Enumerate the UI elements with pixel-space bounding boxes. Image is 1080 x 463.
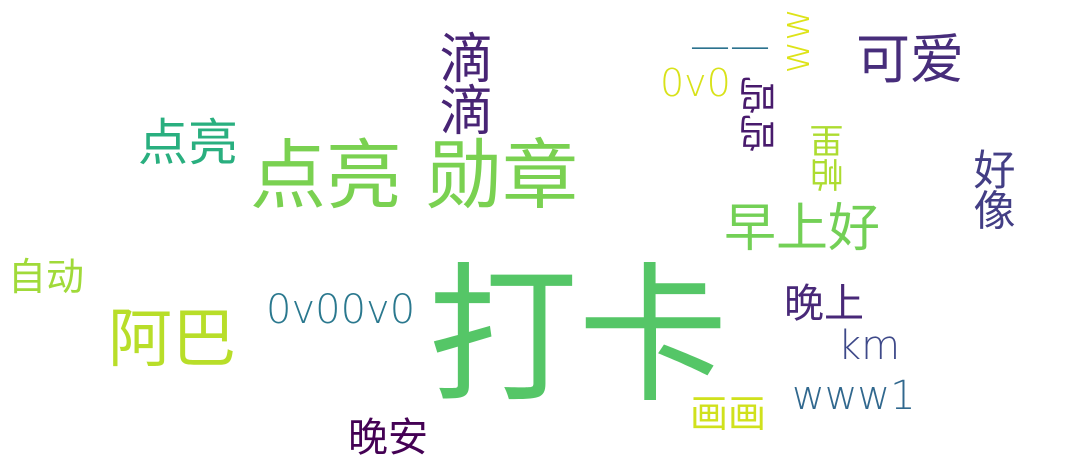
word-dianliang: 点亮 xyxy=(138,114,238,172)
word-daka: 打卡 xyxy=(428,250,729,424)
word-dash: —— xyxy=(690,23,770,69)
word-wanan: 晚安 xyxy=(348,415,428,461)
word-wuwu: 呜呜 xyxy=(739,76,783,152)
word-palei: 帕里 xyxy=(810,124,850,192)
word-ovoovo: 0v00v0 xyxy=(266,287,416,333)
word-wanshang: 晚上 xyxy=(784,281,864,327)
word-aba: 阿巴 xyxy=(108,303,236,377)
word-zaoshanghao: 早上好 xyxy=(724,199,881,259)
word-ovo: 0v0 xyxy=(660,61,731,105)
word-ww: ww xyxy=(773,8,819,74)
word-www1: www1 xyxy=(792,373,916,419)
word-dianliang-xunzhang: 点亮 勋章 xyxy=(250,131,579,220)
word-keai: 可爱 xyxy=(856,28,964,91)
word-haoxiang: 好像 xyxy=(967,148,1016,229)
word-zidong: 自动 xyxy=(8,255,85,299)
word-km: km xyxy=(838,323,901,369)
word-didi: 滴滴 xyxy=(430,30,493,134)
word-huahua: 画画 xyxy=(690,392,767,436)
